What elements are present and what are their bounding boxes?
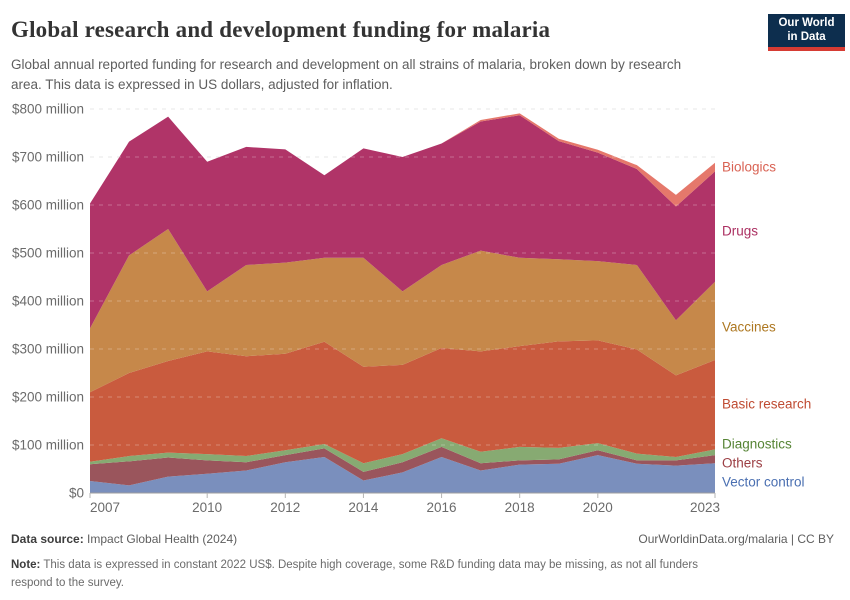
data-source-label: Data source: <box>11 532 84 546</box>
credit-link[interactable]: OurWorldinData.org/malaria | CC BY <box>638 532 834 546</box>
series-label-basic-research[interactable]: Basic research <box>722 397 811 412</box>
owid-logo-line2: in Data <box>787 30 826 43</box>
x-tick-label-2012: 2012 <box>270 500 300 515</box>
series-label-biologics[interactable]: Biologics <box>722 160 776 175</box>
note-text: This data is expressed in constant 2022 … <box>11 559 698 590</box>
area-drugs[interactable] <box>90 115 715 329</box>
x-tick-label-2016: 2016 <box>427 500 457 515</box>
area-vaccines[interactable] <box>90 229 715 393</box>
y-tick-label-200: $200 million <box>12 390 84 405</box>
x-tick-label-2020: 2020 <box>583 500 613 515</box>
x-tick-label-2018: 2018 <box>505 500 535 515</box>
y-tick-label-800: $800 million <box>12 102 84 117</box>
series-label-drugs[interactable]: Drugs <box>722 224 758 239</box>
y-tick-label-500: $500 million <box>12 246 84 261</box>
y-tick-label-100: $100 million <box>12 438 84 453</box>
y-tick-label-600: $600 million <box>12 198 84 213</box>
data-source: Data source: Impact Global Health (2024) <box>11 532 237 546</box>
series-label-vector-control[interactable]: Vector control <box>722 475 805 490</box>
page-title: Global research and development funding … <box>11 17 551 42</box>
note-label: Note: <box>11 559 41 571</box>
x-tick-label-2010: 2010 <box>192 500 222 515</box>
area-diagnostics[interactable] <box>90 438 715 472</box>
x-tick-label-2007: 2007 <box>90 500 120 515</box>
series-label-diagnostics[interactable]: Diagnostics <box>722 437 792 452</box>
y-tick-label-0: $0 <box>69 486 84 501</box>
owid-logo-line1: Our World <box>778 17 835 30</box>
series-label-vaccines[interactable]: Vaccines <box>722 320 776 335</box>
y-tick-label-400: $400 million <box>12 294 84 309</box>
area-basic-research[interactable] <box>90 340 715 464</box>
chart-note: Note: This data is expressed in constant… <box>11 556 711 593</box>
area-vector-control[interactable] <box>90 455 715 493</box>
chart-footer: Data source: Impact Global Health (2024)… <box>11 532 834 546</box>
y-tick-label-700: $700 million <box>12 150 84 165</box>
chart-subtitle: Global annual reported funding for resea… <box>11 57 682 92</box>
x-tick-label-2014: 2014 <box>348 500 379 515</box>
series-label-others[interactable]: Others <box>722 456 763 471</box>
area-others[interactable] <box>90 446 715 486</box>
x-tick-label-2023: 2023 <box>690 500 720 515</box>
data-source-value: Impact Global Health (2024) <box>83 532 238 546</box>
y-tick-label-300: $300 million <box>12 342 84 357</box>
owid-logo[interactable]: Our World in Data <box>768 14 845 51</box>
